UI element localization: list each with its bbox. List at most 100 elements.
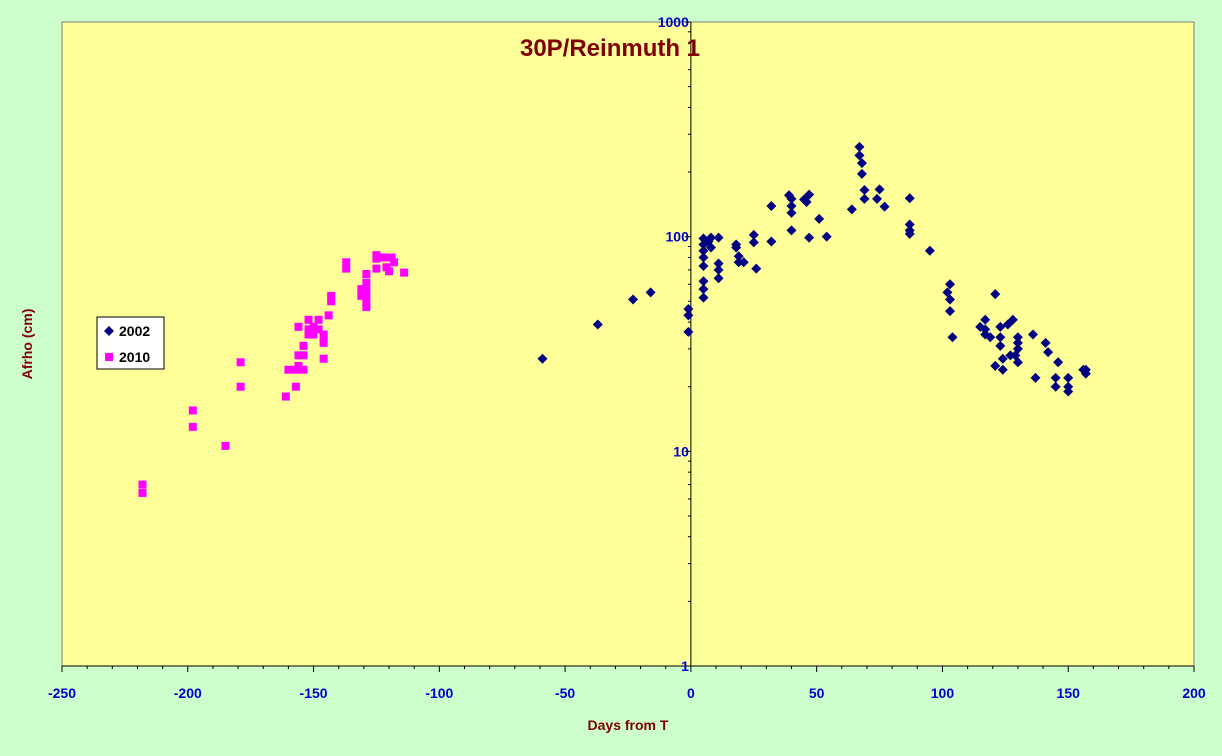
x-tick-label: -250 xyxy=(48,685,76,701)
data-point-2010 xyxy=(342,258,351,267)
data-point-2010 xyxy=(362,270,371,279)
data-point-2002 xyxy=(1012,337,1023,348)
legend: 2002 2010 xyxy=(96,316,165,370)
data-point-2010 xyxy=(299,341,308,350)
data-point-2002 xyxy=(854,141,865,152)
x-tick-label: 200 xyxy=(1182,685,1206,701)
data-point-2002 xyxy=(1053,357,1064,368)
x-tick-label: -50 xyxy=(555,685,575,701)
chart-title: 30P/Reinmuth 1 xyxy=(520,35,700,62)
data-point-2002 xyxy=(947,332,958,343)
data-point-2002 xyxy=(1012,343,1023,354)
data-point-2002 xyxy=(904,228,915,239)
data-point-2002 xyxy=(997,364,1008,375)
data-point-2010 xyxy=(188,406,197,415)
data-point-2010 xyxy=(372,264,381,273)
data-point-2010 xyxy=(357,285,366,294)
data-point-2002 xyxy=(1005,350,1016,361)
data-point-2010 xyxy=(299,365,308,374)
data-point-2010 xyxy=(372,254,381,263)
data-point-2002 xyxy=(944,306,955,317)
data-point-2010 xyxy=(362,278,371,287)
data-point-2002 xyxy=(786,200,797,211)
data-point-2002 xyxy=(990,360,1001,371)
data-point-2010 xyxy=(281,392,290,401)
data-point-2002 xyxy=(733,257,744,268)
data-points xyxy=(138,141,1091,497)
data-point-2002 xyxy=(683,304,694,315)
data-point-2002 xyxy=(804,232,815,243)
data-point-2002 xyxy=(698,252,709,263)
data-point-2010 xyxy=(291,382,300,391)
x-tick-label: -200 xyxy=(174,685,202,701)
data-point-2010 xyxy=(304,325,313,334)
data-point-2010 xyxy=(309,322,318,331)
data-point-2002 xyxy=(537,353,548,364)
data-point-2002 xyxy=(706,232,717,243)
data-point-2010 xyxy=(357,291,366,300)
data-point-2002 xyxy=(751,263,762,274)
data-point-2010 xyxy=(314,315,323,324)
data-point-2002 xyxy=(985,332,996,343)
x-tick-label: 150 xyxy=(1057,685,1081,701)
data-point-2002 xyxy=(698,245,709,256)
data-point-2002 xyxy=(592,319,603,330)
legend-marker-2002 xyxy=(104,326,114,336)
data-point-2010 xyxy=(342,264,351,273)
data-point-2010 xyxy=(387,253,396,262)
data-point-2002 xyxy=(874,184,885,195)
data-point-2002 xyxy=(804,189,815,200)
x-axis-title: Days from T xyxy=(588,717,669,733)
data-point-2002 xyxy=(748,237,759,248)
data-point-2002 xyxy=(748,229,759,240)
data-point-2002 xyxy=(879,201,890,212)
data-point-2002 xyxy=(1063,386,1074,397)
data-point-2010 xyxy=(362,293,371,302)
data-point-2010 xyxy=(309,330,318,339)
data-point-2002 xyxy=(1050,372,1061,383)
data-point-2002 xyxy=(706,242,717,253)
data-point-2010 xyxy=(221,441,230,450)
x-tick-label: -150 xyxy=(300,685,328,701)
data-point-2002 xyxy=(990,289,1001,300)
data-point-2002 xyxy=(713,264,724,275)
legend-label-2002: 2002 xyxy=(119,323,150,339)
x-tick-label: 100 xyxy=(931,685,955,701)
data-point-2002 xyxy=(786,207,797,218)
data-point-2010 xyxy=(294,361,303,370)
data-point-2002 xyxy=(698,261,709,272)
data-point-2010 xyxy=(324,311,333,320)
x-tick-label: -100 xyxy=(425,685,453,701)
data-point-2010 xyxy=(362,303,371,312)
data-point-2002 xyxy=(698,292,709,303)
y-tick-label: 1000 xyxy=(658,14,689,30)
data-point-2002 xyxy=(980,324,991,335)
data-point-2002 xyxy=(713,273,724,284)
data-point-2002 xyxy=(683,326,694,337)
x-tick-label: 50 xyxy=(809,685,825,701)
data-point-2002 xyxy=(904,193,915,204)
data-point-2002 xyxy=(1030,372,1041,383)
data-point-2002 xyxy=(821,231,832,242)
data-point-2002 xyxy=(766,200,777,211)
data-point-2002 xyxy=(1063,372,1074,383)
data-point-2002 xyxy=(1080,364,1091,375)
y-tick-label: 10 xyxy=(673,443,689,459)
data-point-2002 xyxy=(846,204,857,215)
data-point-2002 xyxy=(854,150,865,161)
data-point-2002 xyxy=(628,294,639,305)
data-point-2010 xyxy=(236,358,245,367)
data-point-2002 xyxy=(731,242,742,253)
data-point-2010 xyxy=(319,338,328,347)
series-2010 xyxy=(138,251,409,497)
data-point-2010 xyxy=(304,315,313,324)
legend-marker-2010 xyxy=(105,353,113,361)
data-point-2002 xyxy=(944,279,955,290)
data-point-2010 xyxy=(236,382,245,391)
x-axis: -250 -200 -150 -100 -50 0 50 100 150 200 xyxy=(48,665,1206,701)
data-point-2002 xyxy=(924,245,935,256)
data-point-2002 xyxy=(738,257,749,268)
data-point-2002 xyxy=(997,353,1008,364)
data-point-2010 xyxy=(362,286,371,295)
